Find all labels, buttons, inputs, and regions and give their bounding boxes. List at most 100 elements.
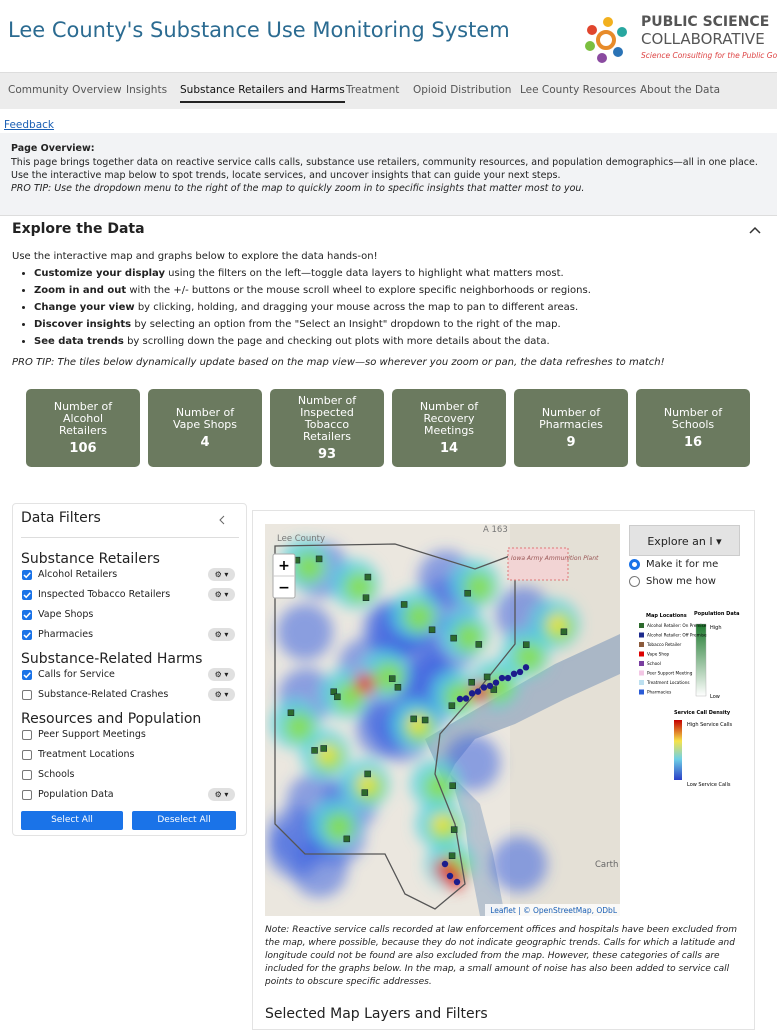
settings-button[interactable]: ⚙ ▾ [208, 628, 235, 641]
filter-item[interactable]: Population Data [22, 789, 114, 800]
tile-value: 14 [439, 441, 459, 456]
zoom-out[interactable]: − [278, 580, 290, 596]
filter-label: Calls for Service [38, 669, 115, 680]
heat-blob [444, 734, 501, 791]
location-marker [522, 641, 530, 648]
location-marker [320, 745, 327, 752]
bullet-bold: Zoom in and out [34, 285, 127, 296]
location-marker [361, 789, 369, 796]
filter-item[interactable]: Calls for Service [22, 669, 115, 680]
location-marker [516, 668, 524, 676]
heat-blob [491, 836, 548, 893]
nav-tab[interactable]: Lee County Resources [520, 84, 637, 96]
filter-item[interactable]: Vape Shops [22, 609, 93, 620]
explore-intro: Use the interactive map and graphs below… [12, 251, 378, 262]
settings-button[interactable]: ⚙ ▾ [208, 588, 235, 601]
filter-panel: Data Filters Substance Retailers Alcohol … [12, 503, 247, 836]
filter-item[interactable]: Schools [22, 769, 75, 780]
checkbox[interactable] [22, 609, 32, 620]
filter-item[interactable]: Peer Support Meetings [22, 729, 146, 740]
settings-button[interactable]: ⚙ ▾ [208, 668, 235, 681]
filter-item[interactable]: Alcohol Retailers [22, 569, 117, 580]
heat-blob [464, 572, 494, 602]
checkbox[interactable] [22, 589, 32, 600]
nav-tab[interactable]: About the Data [640, 84, 721, 96]
checkbox[interactable] [22, 749, 32, 760]
logo-tagline: Science Consulting for the Public Good [641, 51, 777, 60]
zoom-in[interactable]: + [278, 558, 290, 574]
heat-blob [355, 674, 375, 694]
bullet: See data trends by scrolling down the pa… [34, 333, 762, 350]
radio-option[interactable]: Make it for me [629, 559, 718, 570]
legend-low: Low [710, 694, 720, 700]
location-marker [453, 878, 461, 886]
location-marker [394, 684, 402, 691]
filter-label: Inspected Tobacco Retailers [38, 589, 171, 600]
legend-symbol [639, 680, 644, 685]
tile-label: Number of Alcohol Retailers [53, 400, 113, 437]
location-marker [400, 601, 408, 608]
bullet-list: Customize your display using the filters… [12, 265, 762, 350]
settings-button[interactable]: ⚙ ▾ [208, 788, 235, 801]
filter-item[interactable]: Substance-Related Crashes [22, 689, 168, 700]
heat-blob [433, 815, 451, 833]
plant-area [507, 547, 569, 581]
stat-tile: Number of Pharmacies 9 [514, 389, 628, 467]
radio-option[interactable]: Show me how [629, 576, 716, 587]
heat-blob [324, 812, 354, 842]
nav-tab[interactable]: Treatment [346, 84, 400, 96]
feedback-link[interactable]: Feedback [4, 119, 55, 131]
nav-tab[interactable]: Community Overview [8, 84, 122, 96]
filter-item[interactable]: Inspected Tobacco Retailers [22, 589, 170, 600]
explore-tip: PRO TIP: The tiles below dynamically upd… [12, 357, 665, 368]
nav-tab[interactable]: Opioid Distribution [413, 84, 512, 96]
collapse-panel-icon[interactable] [217, 514, 227, 526]
checkbox[interactable] [22, 689, 32, 700]
collapse-icon[interactable] [748, 224, 762, 236]
nav-tab[interactable]: Insights [126, 84, 168, 96]
insight-dropdown[interactable]: Explore an I ▾ [629, 525, 740, 556]
radio[interactable] [629, 559, 640, 570]
checkbox[interactable] [22, 789, 32, 800]
nav-tab[interactable]: Substance Retailers and Harms [180, 84, 345, 103]
legend-item: Pharmacies [647, 690, 671, 695]
filter-label: Schools [38, 769, 75, 780]
location-marker [287, 709, 295, 716]
legend-symbol [639, 689, 644, 695]
location-marker [504, 674, 512, 682]
bullet: Change your view by clicking, holding, a… [34, 299, 762, 316]
checkbox[interactable] [22, 729, 32, 740]
location-marker [492, 679, 500, 686]
radio-label: Show me how [646, 576, 716, 587]
filter-item[interactable]: Pharmacies [22, 629, 93, 640]
location-marker [421, 716, 429, 724]
checkbox[interactable] [22, 769, 32, 780]
radio-label: Make it for me [646, 559, 719, 570]
checkbox[interactable] [22, 629, 32, 640]
map[interactable]: Lee County A 163 Iowa Army Ammunition Pl… [265, 524, 620, 916]
settings-button[interactable]: ⚙ ▾ [208, 568, 235, 581]
checkbox[interactable] [22, 569, 32, 580]
overview-box: Page Overview: This page brings together… [0, 133, 777, 216]
stat-tile: Number of Schools 16 [636, 389, 750, 467]
checkbox[interactable] [22, 669, 32, 680]
location-marker [450, 826, 458, 833]
bullet-bold: Discover insights [34, 319, 132, 330]
map-label: A 163 [483, 525, 508, 535]
location-marker [364, 573, 372, 581]
select-all-button[interactable]: Select All [21, 811, 123, 830]
settings-button[interactable]: ⚙ ▾ [208, 688, 235, 701]
deselect-all-button[interactable]: Deselect All [132, 811, 236, 830]
tile-label: Number of Recovery Meetings [419, 400, 479, 437]
legend-high: High Service Calls [687, 722, 732, 728]
filter-group-title: Substance Retailers [21, 551, 160, 567]
location-marker [456, 695, 464, 703]
tile-value: 16 [683, 435, 703, 450]
map-label: Carth [595, 860, 618, 870]
filter-item[interactable]: Treatment Locations [22, 749, 135, 760]
radio[interactable] [629, 576, 640, 587]
logo-mark [585, 17, 627, 63]
legend-high: High [710, 625, 722, 631]
location-marker [449, 782, 456, 789]
tile-label: Number of Inspected Tobacco Retailers [297, 394, 357, 443]
